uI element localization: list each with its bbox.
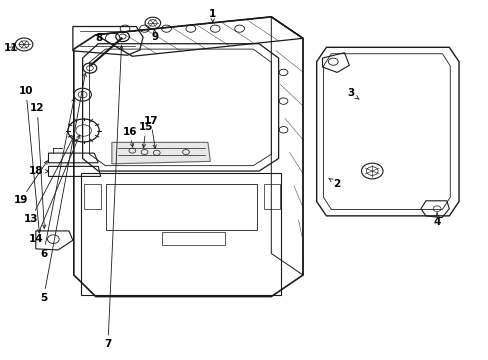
Polygon shape xyxy=(112,142,210,164)
Text: 17: 17 xyxy=(143,116,158,126)
Text: 2: 2 xyxy=(333,179,340,189)
Text: 13: 13 xyxy=(23,214,38,224)
Text: 11: 11 xyxy=(4,43,19,53)
Text: 4: 4 xyxy=(432,217,440,227)
Text: 18: 18 xyxy=(28,166,43,176)
Text: 3: 3 xyxy=(346,88,354,98)
Text: 5: 5 xyxy=(40,293,47,303)
Text: 19: 19 xyxy=(14,195,28,205)
Text: 12: 12 xyxy=(30,103,44,113)
Text: 1: 1 xyxy=(209,9,216,19)
Text: 7: 7 xyxy=(104,339,111,349)
Text: 15: 15 xyxy=(139,122,153,132)
Text: 6: 6 xyxy=(40,248,47,258)
Text: 9: 9 xyxy=(151,32,159,42)
Text: 14: 14 xyxy=(28,234,43,244)
Text: 16: 16 xyxy=(122,127,137,136)
Text: 8: 8 xyxy=(95,33,102,43)
Text: 10: 10 xyxy=(19,86,33,96)
